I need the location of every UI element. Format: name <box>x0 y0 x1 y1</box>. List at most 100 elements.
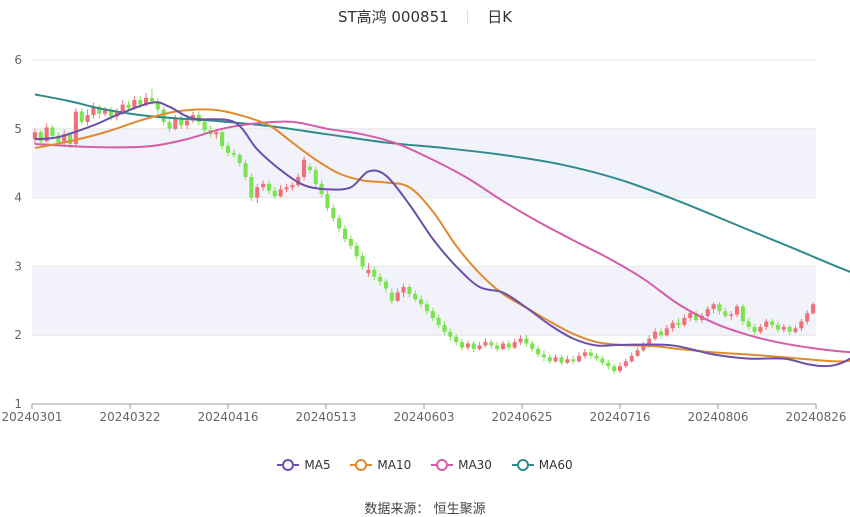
x-tick-label: 20240513 <box>295 410 356 424</box>
candle-body <box>202 121 207 131</box>
candle-body <box>424 304 429 312</box>
candle-body <box>442 324 447 332</box>
y-tick-label: 1 <box>14 397 22 411</box>
candle-body <box>436 318 441 325</box>
candle-body <box>770 321 775 325</box>
candle-body <box>249 176 254 198</box>
candle-body <box>641 345 646 351</box>
candle-body <box>536 348 541 355</box>
candle-body <box>79 111 84 122</box>
candle-body <box>541 354 546 358</box>
candle-body <box>530 343 535 349</box>
x-tick-label: 20240301 <box>1 410 62 424</box>
candle-body <box>225 146 231 153</box>
candle-body <box>272 190 277 197</box>
candle-body <box>746 321 751 327</box>
candle-body <box>553 357 558 362</box>
x-tick-label: 20240826 <box>785 410 846 424</box>
candle-body <box>383 281 389 289</box>
candle-body <box>325 194 330 208</box>
x-tick-label: 20240322 <box>99 410 160 424</box>
legend-ma10-label: MA10 <box>377 458 412 472</box>
data-source-value: 恒生聚源 <box>433 502 486 517</box>
candle-body <box>395 292 400 301</box>
candle-body <box>576 355 582 362</box>
candle-body <box>337 218 342 229</box>
candle-body <box>477 345 482 349</box>
candle-body <box>799 321 804 329</box>
candle-body <box>512 342 517 348</box>
candle-body <box>495 345 500 349</box>
candle-body <box>413 293 418 300</box>
candle-body <box>85 115 90 122</box>
candle-body <box>711 304 716 310</box>
legend-ma5-label: MA5 <box>304 458 331 472</box>
candle-body <box>278 189 283 197</box>
candle-body <box>372 269 377 277</box>
candle-body <box>682 318 687 325</box>
candle-body <box>255 187 260 198</box>
ma30-line <box>34 120 850 354</box>
x-tick-label: 20240416 <box>197 410 258 424</box>
candle-body <box>401 287 406 293</box>
candle-body <box>483 342 488 346</box>
candle-body <box>243 163 248 177</box>
candle-body <box>284 187 289 190</box>
candle-body <box>606 362 611 367</box>
candle-body <box>617 366 623 371</box>
candle-body <box>103 109 108 114</box>
candle-body <box>582 352 587 356</box>
candle-body <box>214 132 219 135</box>
candle-body <box>331 207 336 219</box>
legend-ma30-label: MA30 <box>458 458 492 472</box>
candle-body <box>261 183 266 188</box>
ma10-line <box>34 108 850 363</box>
candle-body <box>459 342 465 348</box>
ma5-line <box>34 101 850 368</box>
chart-legend: MA5 MA10 MA30 MA60 <box>0 458 850 473</box>
candle-body <box>676 322 681 325</box>
data-source: 数据来源： 恒生聚源 <box>0 498 850 517</box>
candle-body <box>688 313 693 318</box>
candle-body <box>348 238 353 246</box>
candle-body <box>775 324 781 330</box>
candle-body <box>132 99 137 109</box>
candle-body <box>155 101 160 110</box>
candle-body <box>126 104 131 109</box>
candle-body <box>571 359 576 362</box>
candle-body <box>342 228 348 239</box>
candle-body <box>302 159 307 177</box>
candle-body <box>594 355 599 359</box>
candle-body <box>389 292 394 301</box>
candle-body <box>524 338 529 344</box>
candle-body <box>448 331 453 337</box>
candle-body <box>237 154 242 164</box>
candle-body <box>44 127 49 142</box>
candle-body <box>752 326 757 332</box>
x-tick-label: 20240716 <box>589 410 650 424</box>
candle-body <box>793 328 798 332</box>
legend-ma60[interactable]: MA60 <box>511 458 573 472</box>
candle-body <box>465 343 470 348</box>
candle-body <box>758 326 763 332</box>
legend-ma10[interactable]: MA10 <box>350 458 411 472</box>
legend-ma10-swatch <box>350 459 373 471</box>
candle-body <box>559 357 564 363</box>
candle-body <box>664 328 669 336</box>
candle-body <box>38 132 43 142</box>
candle-body <box>307 166 312 171</box>
candle-body <box>717 304 722 312</box>
candle-body <box>588 352 593 356</box>
candle-body <box>647 338 652 346</box>
candle-body <box>184 120 190 126</box>
candle-body <box>56 135 61 143</box>
candle-body <box>635 350 640 356</box>
grid-band <box>32 266 816 336</box>
candle-body <box>50 127 55 136</box>
x-tick-label: 20240806 <box>687 410 748 424</box>
candle-body <box>811 304 816 314</box>
legend-ma5[interactable]: MA5 <box>277 458 331 472</box>
candle-body <box>764 321 769 327</box>
legend-ma30[interactable]: MA30 <box>431 458 492 472</box>
